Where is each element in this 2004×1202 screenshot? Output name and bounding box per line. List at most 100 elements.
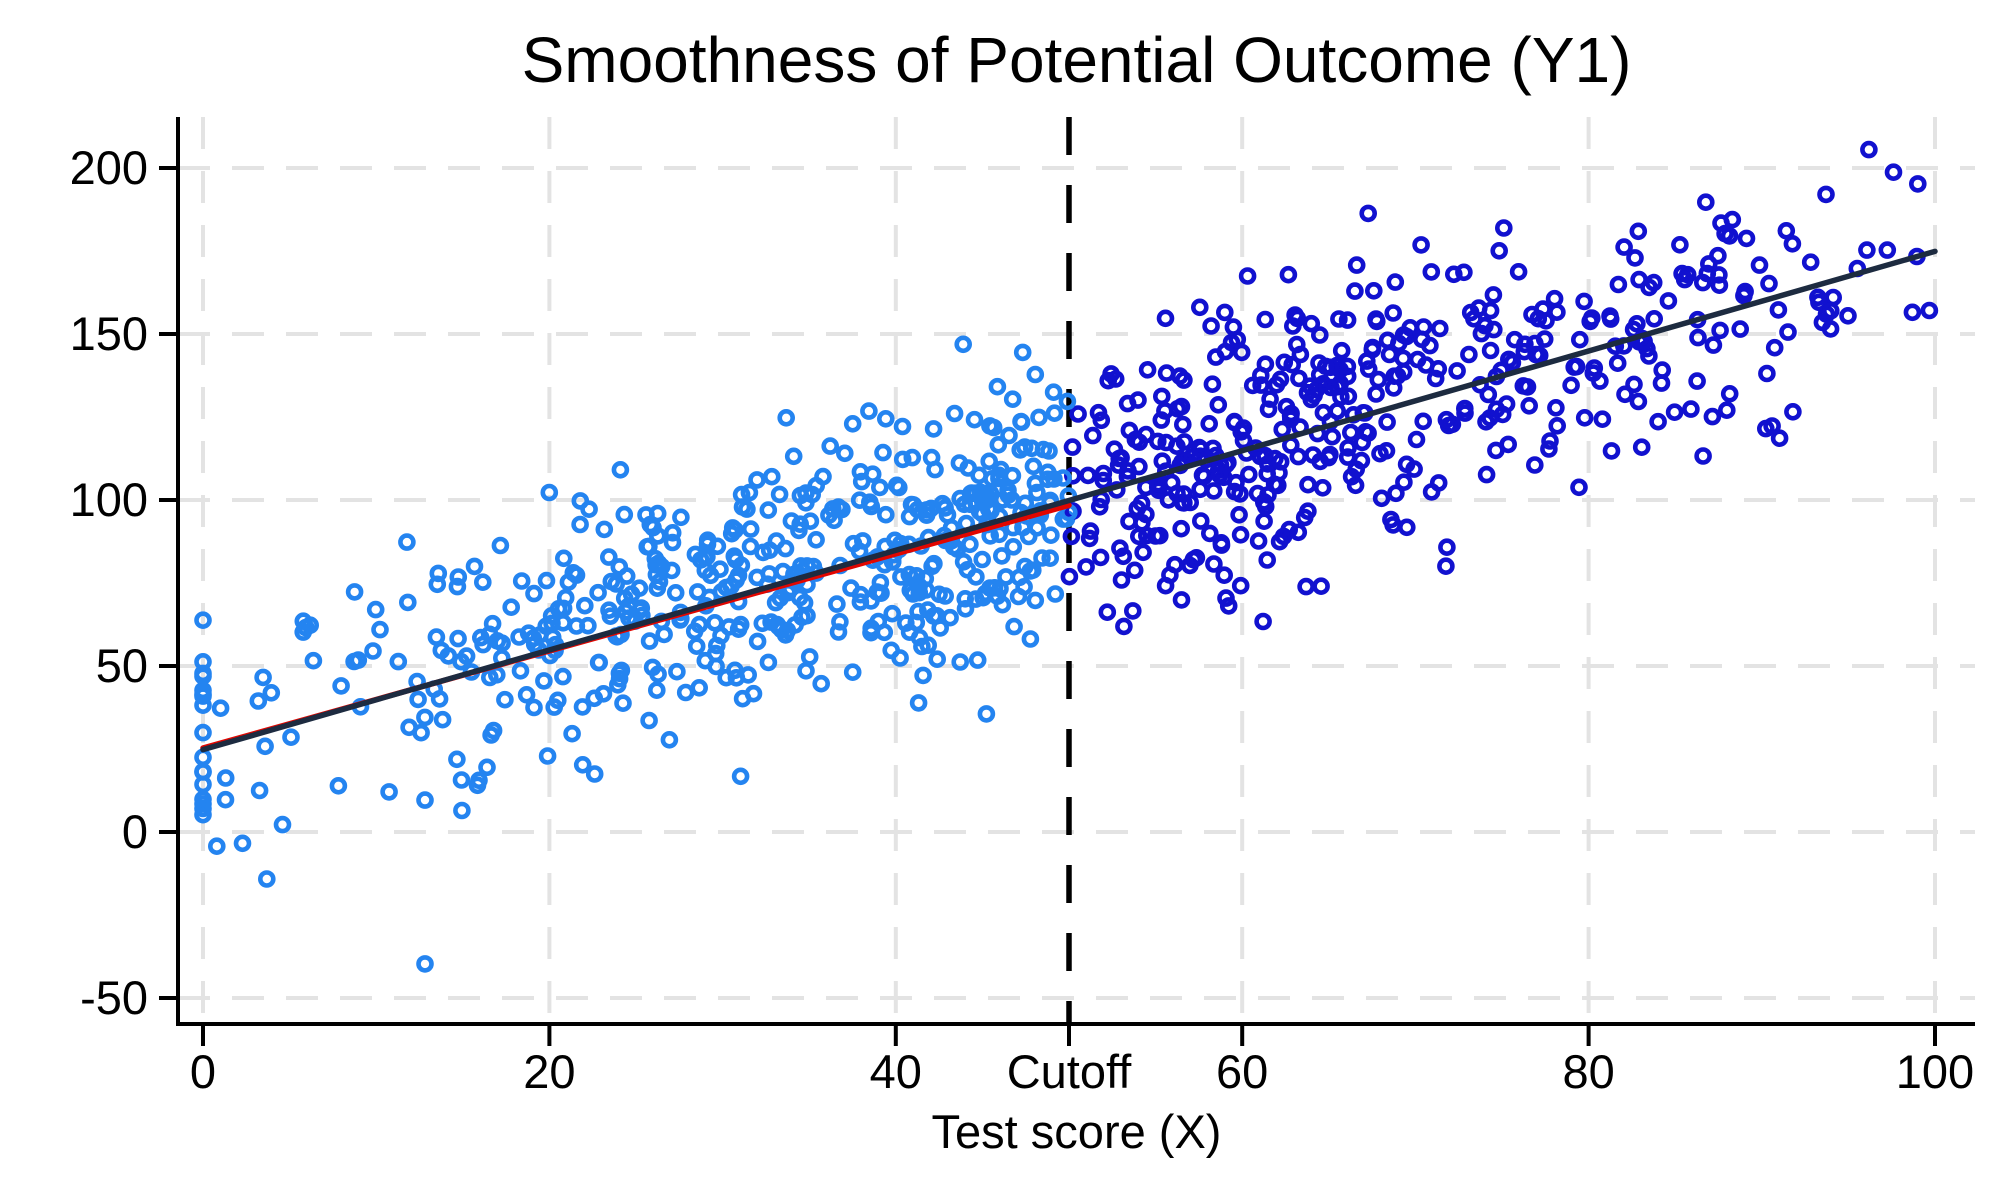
point-above-cutoff	[1138, 360, 1157, 379]
point-above-cutoff	[1395, 473, 1413, 492]
point-below-cutoff	[829, 623, 848, 641]
point-above-cutoff	[1359, 204, 1377, 223]
point-above-cutoff	[1175, 485, 1193, 503]
point-below-cutoff	[433, 710, 452, 729]
point-above-cutoff	[1118, 394, 1137, 413]
point-below-cutoff	[194, 664, 212, 683]
point-above-cutoff	[1437, 557, 1455, 576]
point-above-cutoff	[1671, 236, 1689, 254]
point-above-cutoff	[1593, 410, 1612, 429]
point-above-cutoff	[1526, 456, 1544, 474]
point-above-cutoff	[1860, 140, 1878, 159]
point-above-cutoff	[1548, 416, 1566, 435]
point-above-cutoff	[1824, 288, 1842, 307]
point-below-cutoff	[688, 583, 707, 601]
point-below-cutoff	[771, 589, 790, 607]
point-above-cutoff	[1711, 321, 1729, 340]
point-above-cutoff	[1338, 367, 1357, 386]
point-above-cutoff	[1609, 275, 1628, 294]
point-above-cutoff	[1252, 366, 1270, 385]
point-above-cutoff	[1254, 612, 1272, 631]
point-below-cutoff	[889, 478, 908, 497]
point-above-cutoff	[1172, 397, 1191, 416]
point-below-cutoff	[941, 608, 959, 627]
point-below-cutoff	[595, 520, 614, 539]
point-below-cutoff	[924, 420, 943, 438]
point-above-cutoff	[1903, 303, 1922, 322]
point-below-cutoff	[571, 515, 589, 534]
point-below-cutoff	[731, 767, 750, 786]
point-above-cutoff	[1520, 396, 1538, 415]
point-above-cutoff	[1608, 354, 1627, 373]
point-above-cutoff	[1339, 439, 1357, 457]
point-above-cutoff	[1283, 355, 1301, 374]
point-below-cutoff	[254, 668, 272, 687]
point-below-cutoff	[473, 573, 492, 592]
point-above-cutoff	[1271, 452, 1290, 471]
point-below-cutoff	[914, 666, 932, 685]
point-below-cutoff	[448, 577, 467, 596]
point-above-cutoff	[1312, 577, 1330, 596]
point-below-cutoff	[216, 769, 235, 787]
point-below-cutoff	[676, 683, 695, 702]
point-above-cutoff	[1540, 440, 1558, 458]
point-below-cutoff	[711, 560, 729, 579]
point-below-cutoff	[615, 505, 634, 524]
point-above-cutoff	[1172, 519, 1190, 538]
point-above-cutoff	[1323, 427, 1341, 446]
scatter-points	[194, 140, 1939, 973]
point-below-cutoff	[916, 569, 935, 588]
point-above-cutoff	[1821, 320, 1840, 338]
point-above-cutoff	[1628, 314, 1646, 333]
point-below-cutoff	[741, 520, 760, 538]
point-below-cutoff	[416, 708, 434, 727]
point-below-cutoff	[925, 554, 943, 573]
point-above-cutoff	[1703, 407, 1722, 426]
point-above-cutoff	[1414, 412, 1432, 431]
point-below-cutoff	[345, 583, 364, 601]
point-above-cutoff	[1629, 222, 1648, 241]
point-below-cutoff	[644, 518, 662, 537]
point-above-cutoff	[1723, 210, 1742, 229]
point-below-cutoff	[345, 652, 363, 671]
point-below-cutoff	[614, 694, 632, 713]
point-above-cutoff	[1302, 314, 1321, 333]
point-above-cutoff	[1716, 224, 1734, 243]
point-below-cutoff	[860, 402, 878, 420]
point-below-cutoff	[615, 589, 634, 608]
point-above-cutoff	[1422, 263, 1441, 281]
point-below-cutoff	[1045, 470, 1063, 488]
point-above-cutoff	[1541, 432, 1559, 450]
point-above-cutoff	[1384, 304, 1402, 322]
point-above-cutoff	[1616, 385, 1634, 404]
point-below-cutoff	[1005, 617, 1023, 636]
point-below-cutoff	[416, 791, 434, 809]
x-tick-label: 20	[523, 1045, 575, 1098]
point-below-cutoff	[740, 483, 759, 502]
point-above-cutoff	[1279, 265, 1298, 284]
point-below-cutoff	[537, 571, 556, 590]
point-above-cutoff	[1109, 456, 1128, 474]
point-below-cutoff	[380, 783, 398, 801]
point-below-cutoff	[511, 661, 530, 680]
point-below-cutoff	[1013, 343, 1032, 362]
point-below-cutoff	[554, 549, 573, 568]
point-above-cutoff	[1545, 289, 1564, 308]
point-below-cutoff	[696, 651, 715, 670]
point-above-cutoff	[1514, 377, 1533, 395]
point-below-cutoff	[1021, 630, 1040, 648]
point-above-cutoff	[1175, 371, 1193, 389]
point-above-cutoff	[1878, 241, 1897, 259]
point-below-cutoff	[762, 613, 780, 631]
point-above-cutoff	[1273, 420, 1291, 439]
point-below-cutoff	[1046, 585, 1065, 603]
point-below-cutoff	[194, 611, 212, 630]
point-below-cutoff	[951, 489, 970, 508]
point-below-cutoff	[1024, 561, 1042, 580]
point-below-cutoff	[798, 606, 816, 625]
point-below-cutoff	[590, 653, 609, 672]
point-below-cutoff	[567, 617, 586, 635]
point-below-cutoff	[640, 711, 658, 730]
point-below-cutoff	[966, 590, 985, 608]
point-below-cutoff	[685, 622, 704, 641]
